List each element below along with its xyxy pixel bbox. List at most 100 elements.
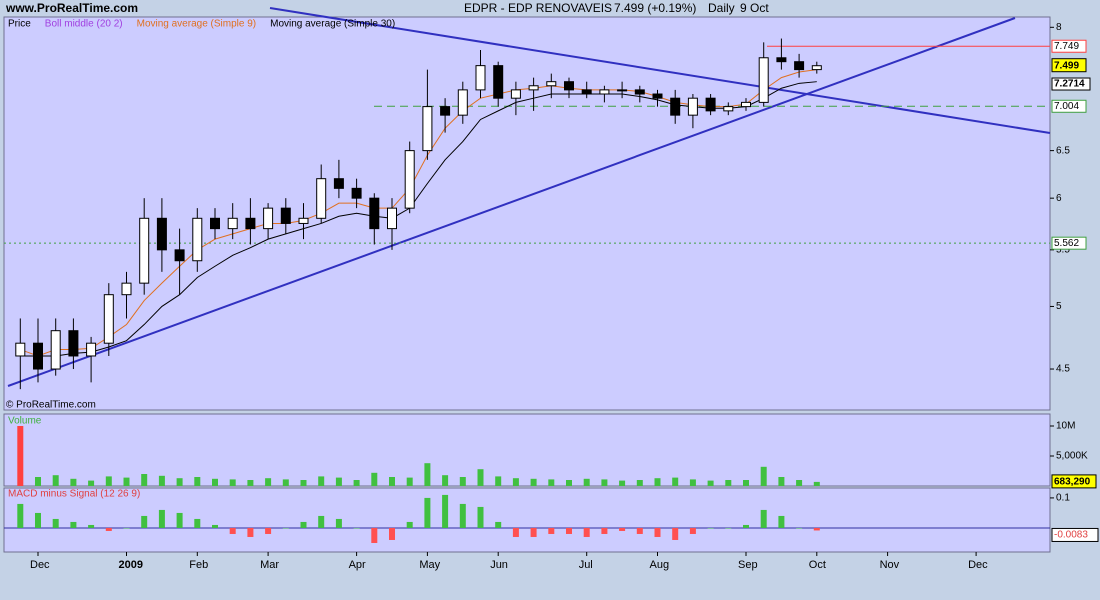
candle-body: [528, 85, 539, 91]
candle-body: [475, 65, 486, 91]
watermark: © ProRealTime.com: [6, 400, 96, 411]
macd-last-box: [1051, 527, 1099, 542]
level-label-box: [1051, 99, 1087, 113]
y-tick-label: 5: [1056, 301, 1062, 312]
volume-bar: [70, 478, 77, 486]
candle-body: [174, 249, 185, 262]
macd-bar: [743, 524, 749, 528]
macd-bar: [566, 527, 572, 534]
x-tick-label: Oct: [809, 559, 826, 571]
volume-title: Volume: [8, 416, 42, 427]
x-tick-label: Feb: [189, 559, 208, 571]
macd-bar: [619, 527, 626, 531]
volume-bar: [389, 477, 395, 486]
macd-last-label: -0.0083: [1054, 530, 1088, 541]
volume-bar: [566, 480, 572, 486]
volume-bar: [477, 469, 484, 486]
x-tick-label: Mar: [260, 559, 279, 571]
volume-bar: [796, 480, 803, 486]
candle-body: [564, 81, 574, 91]
candle-body: [776, 57, 787, 63]
volume-bar: [194, 477, 201, 486]
macd-bar: [406, 521, 413, 528]
macd-bar: [760, 509, 767, 528]
candle-body: [121, 282, 132, 296]
macd-title: MACD minus Signal (12 26 9): [8, 489, 140, 500]
volume-bar: [743, 480, 749, 486]
last-price: 7.499 (+0.19%): [614, 1, 696, 15]
macd-bar: [17, 503, 24, 528]
candle-body: [687, 97, 698, 116]
candle-body: [103, 294, 114, 344]
volume-bar: [229, 479, 236, 486]
candle-body: [50, 330, 61, 370]
y-tick-label: 8: [1056, 22, 1062, 33]
macd-bar: [123, 527, 130, 529]
volume-bar: [265, 478, 272, 486]
macd-bar: [194, 518, 201, 528]
volume-bar: [601, 479, 608, 486]
candle-body: [652, 93, 663, 99]
macd-bar: [636, 527, 643, 534]
volume-bar: [212, 478, 218, 486]
volume-bar: [335, 477, 342, 486]
candle-body: [422, 106, 433, 152]
macd-bar: [583, 527, 590, 537]
trendline: [269, 7, 1051, 134]
volume-bar: [583, 478, 590, 486]
volume-bar: [495, 476, 502, 486]
macd-bar: [247, 527, 254, 537]
y-tick-label: 5.5: [1056, 244, 1070, 255]
candle-body: [139, 217, 150, 284]
macd-bar: [282, 527, 289, 529]
macd-bar: [813, 527, 820, 531]
candle-body: [705, 97, 716, 112]
candle-body: [581, 89, 592, 95]
y-tick-label: 6.5: [1056, 145, 1070, 156]
y-tick-label: 6: [1056, 193, 1062, 204]
macd-bar: [353, 527, 360, 529]
price-panel: [3, 16, 1051, 411]
macd-bar: [300, 521, 307, 528]
candle-body: [634, 89, 645, 95]
macd-bar: [141, 515, 148, 528]
legend-entry: Boll middle (20 2): [45, 19, 123, 30]
candle-body: [369, 197, 380, 230]
candle-body: [723, 106, 734, 112]
x-tick-label: Dec: [968, 559, 988, 571]
volume-bar: [247, 480, 254, 486]
macd-bar: [796, 527, 803, 529]
candle-body: [68, 330, 79, 357]
date: 9 Oct: [740, 1, 769, 15]
volume-bar: [442, 475, 449, 486]
x-tick-label: 2009: [119, 559, 143, 571]
level-label: 5.562: [1054, 238, 1079, 249]
macd-bar: [70, 521, 77, 528]
last-price-box: [1051, 58, 1087, 73]
candle-body: [245, 217, 256, 230]
volume-bar: [141, 474, 148, 486]
macd-bar: [459, 503, 466, 528]
candle-body: [86, 342, 97, 357]
volume-bar: [105, 476, 112, 486]
volume-last-box: [1051, 474, 1097, 489]
x-tick-label: May: [419, 559, 440, 571]
site-name: www.ProRealTime.com: [5, 1, 138, 15]
volume-bar: [353, 480, 360, 486]
macd-bar: [689, 527, 696, 534]
x-tick-label: Jun: [490, 559, 508, 571]
x-tick-label: Dec: [30, 559, 50, 571]
volume-bar: [548, 479, 555, 486]
volume-bar: [17, 426, 24, 486]
macd-bar: [52, 518, 59, 528]
y-tick-label: 5,000K: [1056, 451, 1088, 462]
level-label: 7.749: [1054, 41, 1079, 52]
period: Daily: [708, 1, 735, 15]
level-label-box: [1051, 39, 1087, 53]
volume-bar: [512, 478, 519, 486]
volume-panel: [3, 413, 1051, 487]
macd-bar: [495, 521, 502, 528]
macd-bar: [158, 509, 165, 528]
macd-bar: [548, 527, 555, 534]
candle-body: [599, 89, 610, 95]
